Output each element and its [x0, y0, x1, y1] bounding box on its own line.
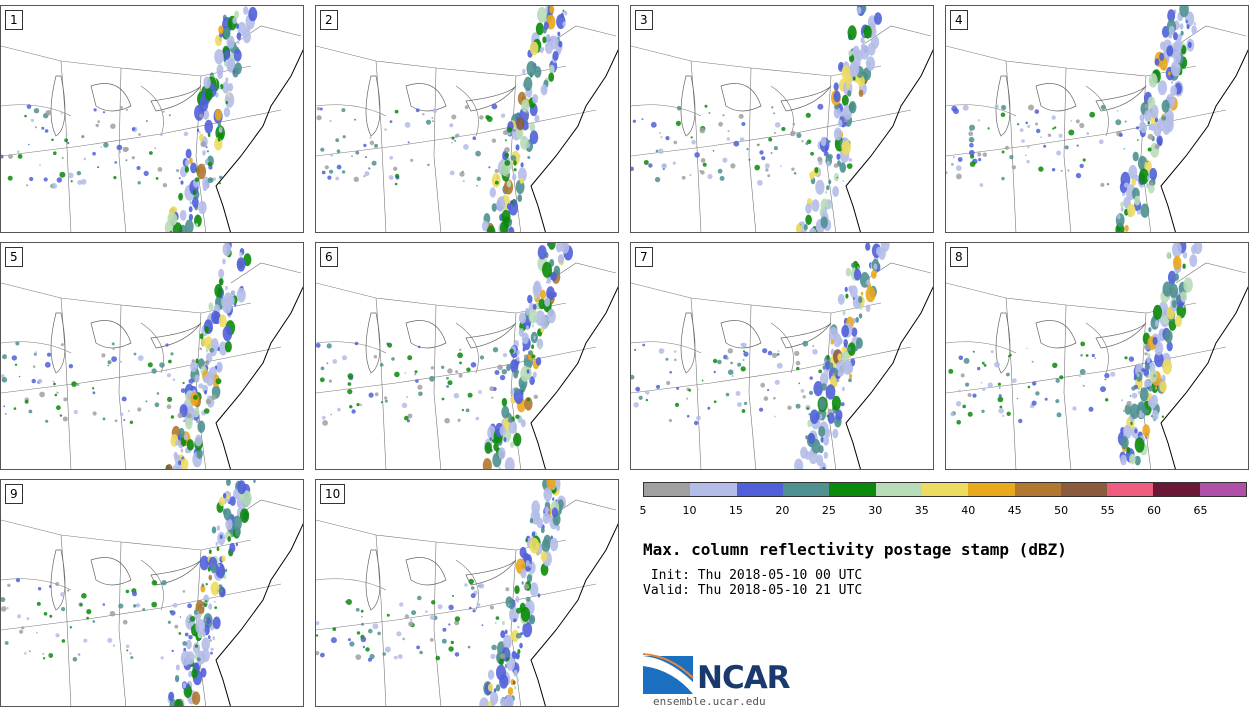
member-label: 7	[635, 247, 653, 267]
reflectivity-map	[316, 6, 618, 232]
ncar-logo-text: NCAR	[697, 660, 791, 696]
member-label: 4	[950, 10, 968, 30]
ensemble-member-panel-4: 4	[945, 5, 1249, 233]
colorbar-segment	[1107, 483, 1154, 496]
colorbar-tick-label: 50	[1054, 504, 1069, 517]
reflectivity-map	[316, 243, 618, 469]
colorbar-segment	[1014, 483, 1061, 496]
colorbar-segment	[921, 483, 969, 496]
ensemble-member-panel-6: 6	[315, 242, 619, 470]
colorbar-segment	[1153, 483, 1200, 496]
ensemble-member-panel-5: 5	[0, 242, 304, 470]
reflectivity-map	[631, 243, 933, 469]
colorbar-tick-label: 20	[775, 504, 790, 517]
member-label: 8	[950, 247, 968, 267]
colorbar-segment	[782, 483, 830, 496]
reflectivity-map	[1, 480, 303, 706]
colorbar-tick-label: 60	[1147, 504, 1162, 517]
ensemble-member-panel-1: 1	[0, 5, 304, 233]
reflectivity-colorbar	[643, 482, 1247, 497]
reflectivity-map	[316, 480, 618, 706]
colorbar-tick-label: 35	[914, 504, 929, 517]
colorbar-tick-label: 5	[639, 504, 647, 517]
colorbar-tick-label: 10	[682, 504, 697, 517]
figure-title: Max. column reflectivity postage stamp (…	[643, 540, 1067, 559]
ensemble-member-panel-9: 9	[0, 479, 304, 707]
member-label: 2	[320, 10, 338, 30]
colorbar-segment	[875, 483, 922, 496]
colorbar-segment	[1060, 483, 1108, 496]
colorbar-tick-labels: 5 10 15 20 25 30 35 40 45 50 55 60 65	[639, 504, 1247, 518]
ensemble-member-panel-2: 2	[315, 5, 619, 233]
member-label: 3	[635, 10, 653, 30]
colorbar-segment	[968, 483, 1015, 496]
reflectivity-map	[1, 243, 303, 469]
colorbar-segment	[690, 483, 737, 496]
member-label: 10	[320, 484, 346, 504]
colorbar-tick-label: 25	[821, 504, 836, 517]
member-label: 1	[5, 10, 23, 30]
colorbar-tick-label: 30	[868, 504, 883, 517]
ensemble-url: ensemble.ucar.edu	[653, 695, 766, 708]
colorbar-segment	[736, 483, 783, 496]
ensemble-member-panel-7: 7	[630, 242, 934, 470]
colorbar-segment	[829, 483, 876, 496]
colorbar-tick-label: 55	[1100, 504, 1115, 517]
ensemble-member-panel-8: 8	[945, 242, 1249, 470]
colorbar-tick-label: 45	[1007, 504, 1022, 517]
ensemble-member-panel-10: 10	[315, 479, 619, 707]
reflectivity-map	[1, 6, 303, 232]
colorbar-tick-label: 15	[728, 504, 743, 517]
member-label: 9	[5, 484, 23, 504]
colorbar-tick-label: 65	[1193, 504, 1208, 517]
reflectivity-map	[946, 243, 1248, 469]
member-label: 6	[320, 247, 338, 267]
member-label: 5	[5, 247, 23, 267]
reflectivity-map	[631, 6, 933, 232]
colorbar-tick-label: 40	[961, 504, 976, 517]
init-time: Init: Thu 2018-05-10 00 UTC	[643, 568, 863, 583]
ncar-logo-swoosh	[643, 653, 694, 694]
colorbar-segment	[1199, 483, 1247, 496]
ensemble-member-panel-3: 3	[630, 5, 934, 233]
valid-time: Valid: Thu 2018-05-10 21 UTC	[643, 583, 863, 598]
colorbar-segment	[644, 483, 691, 496]
reflectivity-map	[946, 6, 1248, 232]
